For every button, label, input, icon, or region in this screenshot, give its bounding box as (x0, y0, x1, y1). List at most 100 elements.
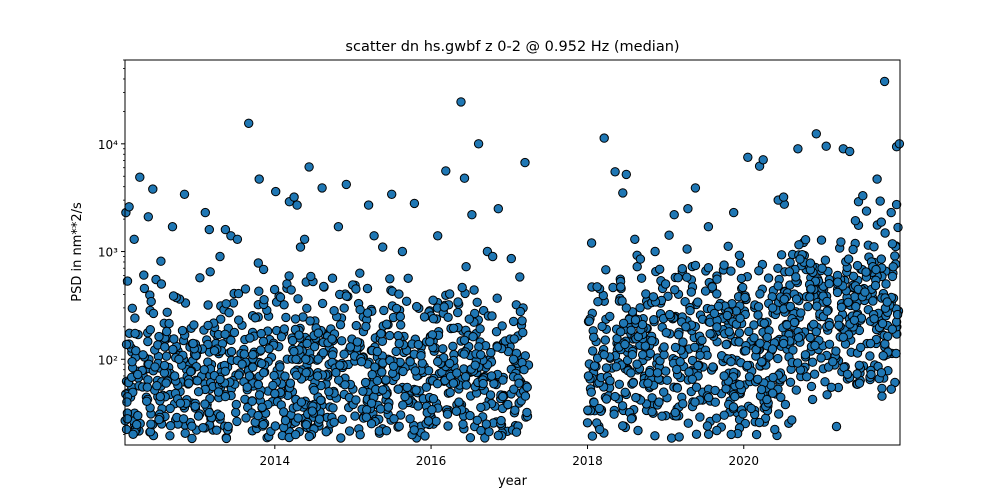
scatter-point (637, 319, 648, 330)
scatter-point (393, 331, 403, 341)
scatter-point (291, 354, 301, 364)
scatter-point (257, 402, 267, 412)
scatter-point (476, 425, 486, 436)
scatter-point (195, 273, 205, 283)
scatter-point (677, 264, 687, 274)
scatter-point (465, 410, 475, 421)
scatter-point (271, 186, 281, 197)
scatter-point (129, 234, 139, 245)
y-axis-label: PSD in nm**2/s (70, 202, 85, 302)
scatter-point (363, 200, 374, 210)
scatter-point (515, 306, 526, 317)
scatter-point (894, 139, 905, 149)
scatter-point (216, 314, 226, 324)
scatter-point (253, 258, 263, 268)
scatter-point (397, 246, 408, 257)
scatter-point (659, 350, 669, 360)
scatter-point (445, 358, 455, 369)
scatter-point (759, 318, 769, 328)
scatter-point (695, 350, 705, 360)
scatter-point (203, 300, 213, 310)
scatter-point (396, 320, 406, 330)
x-tick-label: 2014 (260, 454, 291, 468)
scatter-point (816, 353, 826, 363)
scatter-point (295, 242, 306, 252)
scatter-point (888, 262, 898, 272)
scatter-point (755, 289, 765, 299)
scatter-point (800, 235, 811, 245)
scatter-point (301, 368, 311, 378)
scatter-point (411, 385, 421, 395)
scatter-point (275, 362, 285, 372)
scatter-point (317, 183, 327, 193)
scatter-point (199, 365, 209, 375)
scatter-point (331, 367, 341, 378)
scatter-point (778, 338, 789, 349)
scatter-point (372, 376, 382, 386)
scatter-point (754, 417, 765, 428)
scatter-point (432, 379, 443, 389)
scatter-point (806, 381, 817, 392)
scatter-point (659, 342, 669, 352)
scatter-point (269, 284, 280, 295)
scatter-point (735, 380, 745, 390)
scatter-point (232, 416, 242, 427)
scatter-point (795, 254, 805, 264)
scatter-point (811, 327, 821, 337)
scatter-point (489, 379, 499, 389)
scatter-point (124, 202, 134, 212)
scatter-point (848, 271, 859, 281)
scatter-point (360, 377, 371, 388)
scatter-point (168, 291, 179, 301)
scatter-point (702, 421, 713, 431)
scatter-point (184, 378, 194, 388)
scatter-point (461, 262, 471, 272)
scatter-point (876, 254, 886, 264)
scatter-point (339, 349, 349, 359)
x-tick-label: 2020 (728, 454, 759, 468)
scatter-point (518, 327, 528, 338)
scatter-point (621, 303, 631, 313)
scatter-point (388, 361, 399, 371)
scatter-point (276, 332, 287, 342)
scatter-point (626, 325, 636, 335)
scatter-point (127, 303, 138, 313)
scatter-point (464, 314, 474, 324)
scatter-point (713, 301, 724, 311)
y-tick-label: 10⁴ (98, 138, 118, 152)
scatter-point (369, 231, 379, 241)
scatter-point (389, 414, 399, 424)
scatter-point (610, 167, 620, 177)
scatter-point (763, 273, 774, 283)
scatter-point (174, 354, 184, 364)
scatter-point (886, 384, 896, 394)
scatter-point (485, 390, 496, 400)
scatter-point (587, 431, 598, 441)
scatter-point (609, 409, 619, 419)
scatter-point (313, 354, 323, 364)
scatter-point (583, 371, 594, 381)
scatter-point (773, 281, 783, 291)
scatter-point (231, 407, 241, 418)
scatter-point (284, 271, 294, 281)
scatter-point (372, 346, 382, 357)
scatter-point (774, 409, 784, 419)
scatter-point (290, 429, 301, 440)
x-axis-label: year (498, 474, 528, 489)
scatter-point (413, 401, 423, 411)
scatter-point (301, 420, 311, 430)
scatter-point (425, 337, 435, 347)
scatter-point (749, 320, 759, 330)
scatter-point (805, 292, 815, 302)
scatter-point (248, 350, 258, 360)
scatter-point (726, 266, 736, 276)
scatter-point (328, 403, 338, 413)
scatter-point (164, 318, 174, 329)
scatter-point (687, 374, 697, 384)
scatter-point (751, 429, 762, 440)
scatter-point (139, 270, 149, 280)
scatter-point (385, 330, 395, 341)
scatter-point (842, 369, 853, 379)
scatter-point (644, 367, 655, 378)
scatter-point (162, 307, 172, 317)
